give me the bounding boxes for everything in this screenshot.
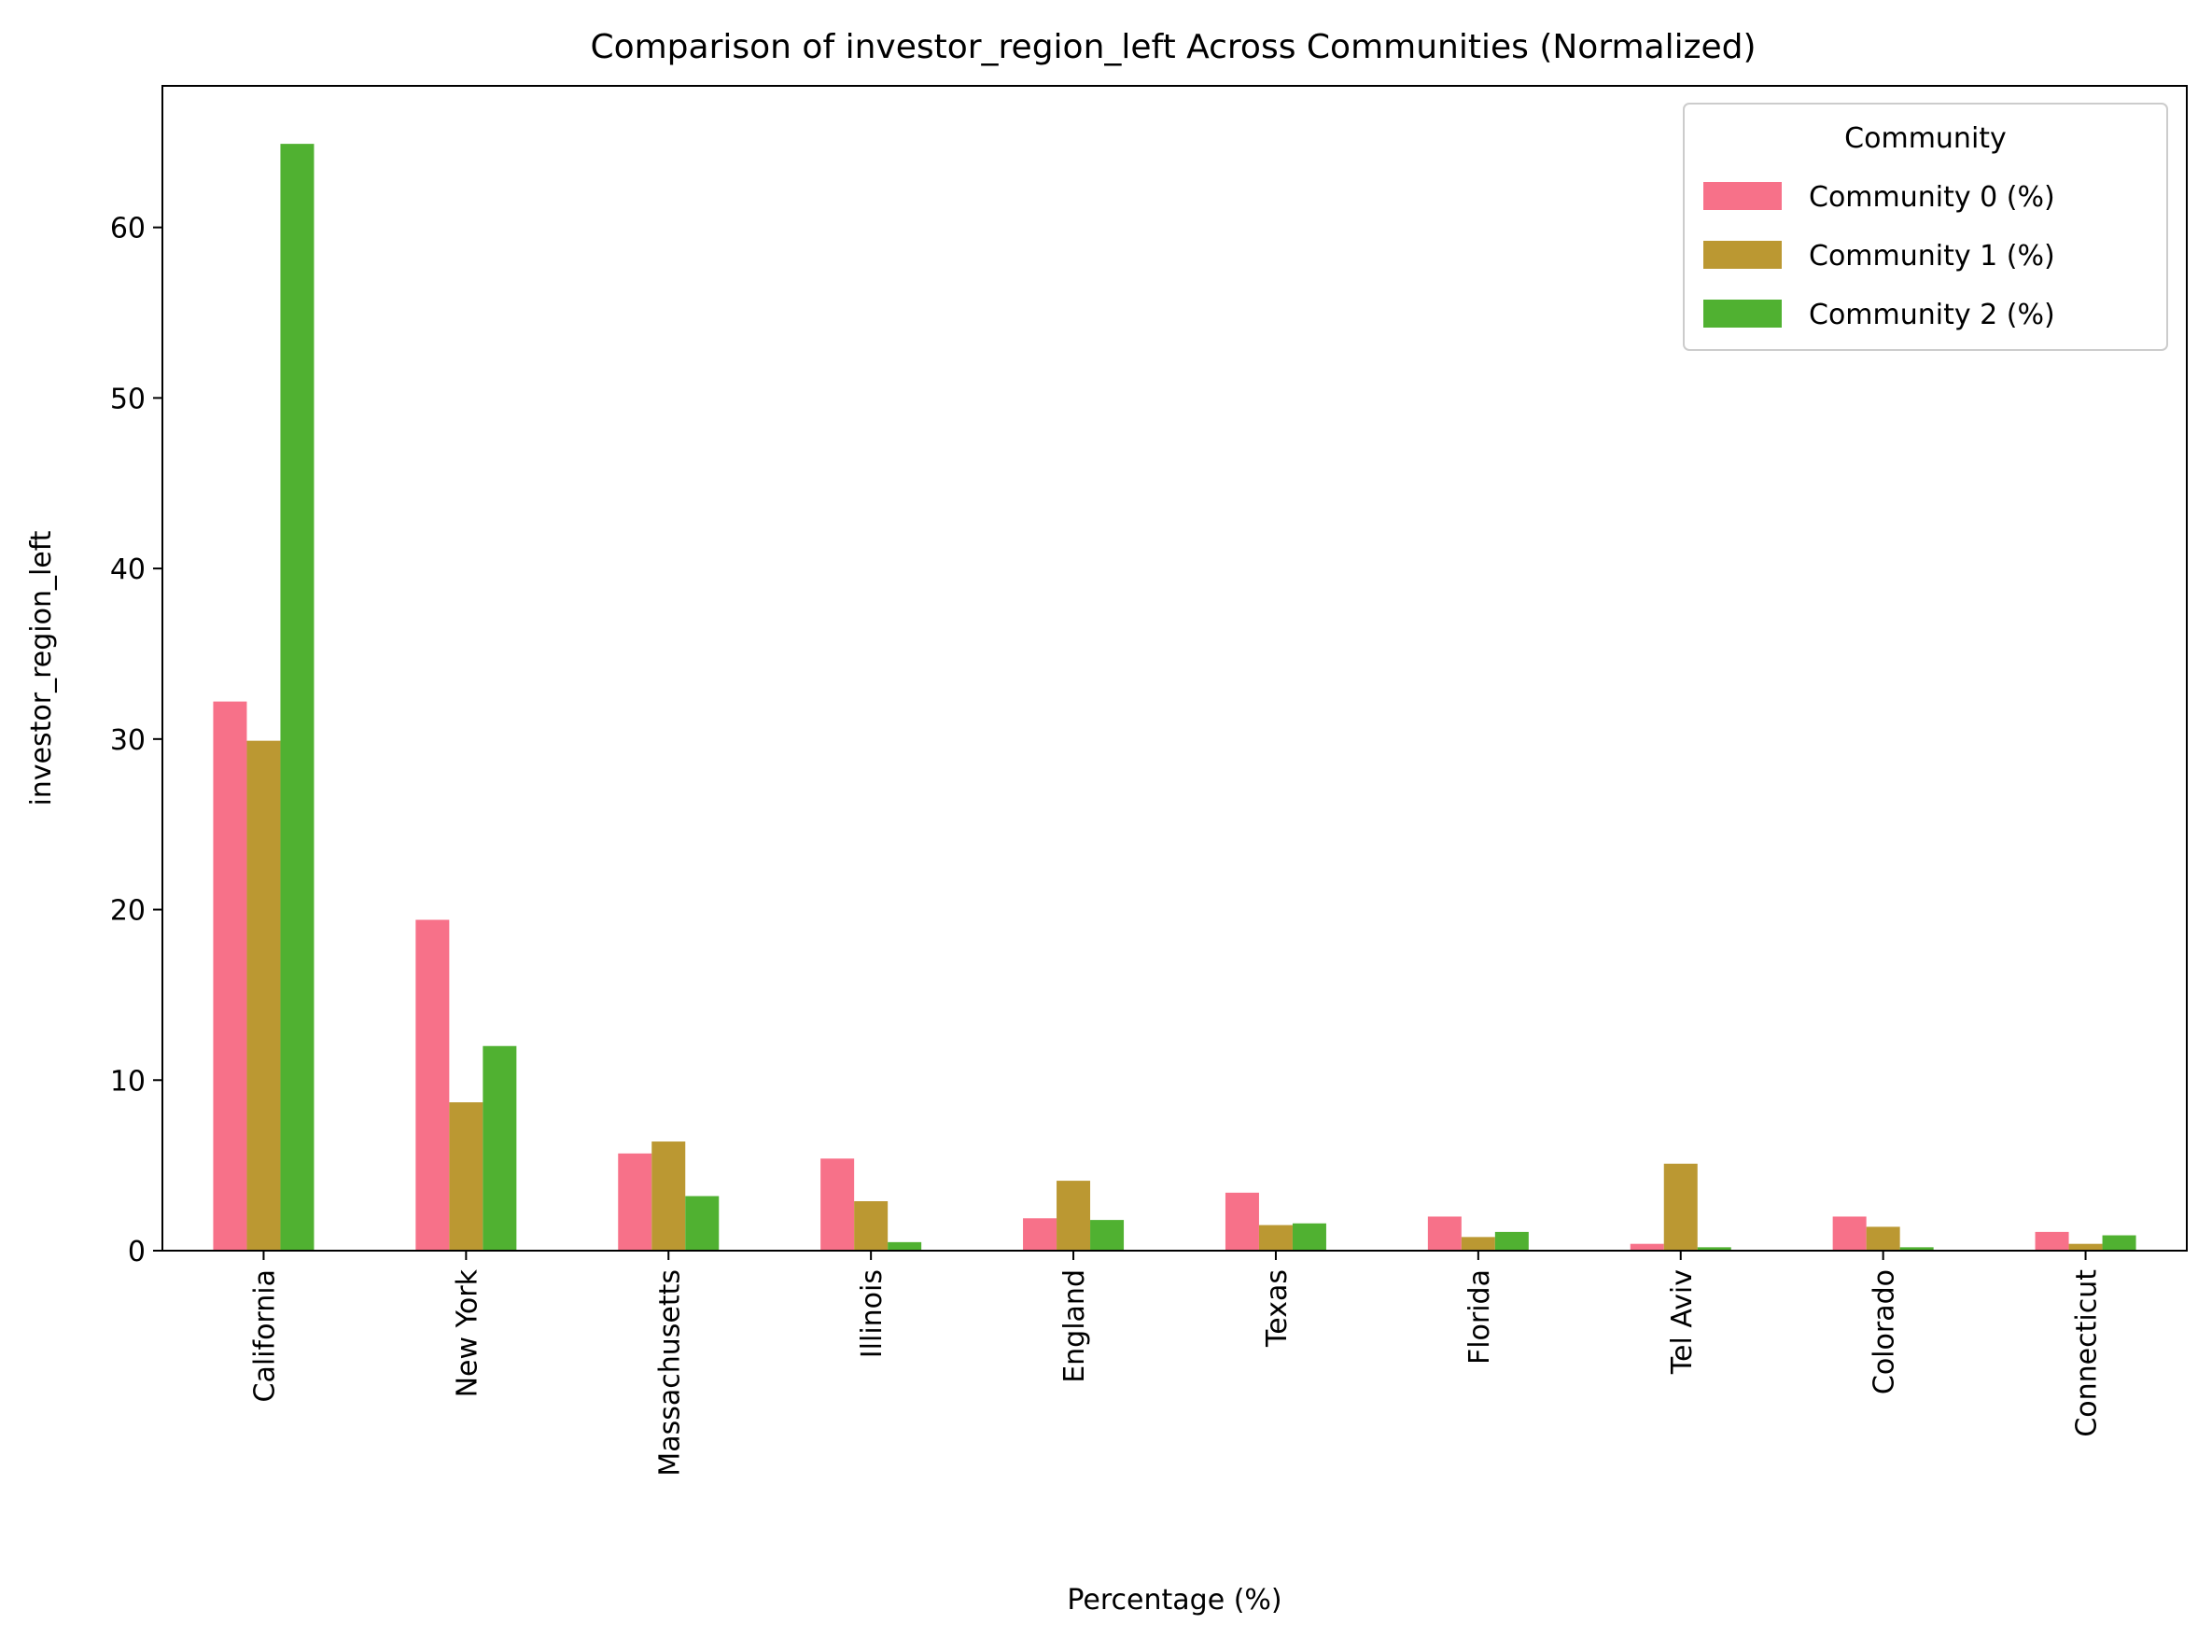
bar-florida-series-2	[1494, 1231, 1529, 1251]
x-tick-label-texas: Texas	[1261, 1269, 1294, 1348]
bar-california-series-0	[213, 701, 247, 1251]
bar-illinois-series-0	[820, 1158, 855, 1251]
legend-label-series-1: Community 1 (%)	[1809, 240, 2055, 273]
bar-connecticut-series-0	[2035, 1231, 2069, 1251]
bar-colorado-series-2	[1899, 1247, 1934, 1251]
bar-connecticut-series-2	[2102, 1235, 2136, 1251]
y-tick-label: 50	[110, 383, 146, 415]
bar-new-york-series-0	[415, 919, 450, 1251]
plot-frame	[161, 85, 2188, 1252]
y-tick-label: 40	[110, 553, 146, 586]
x-axis: California New York Massachusetts Illinois E…	[248, 1251, 2104, 1477]
x-tick-label-florida: Florida	[1463, 1269, 1496, 1365]
x-tick-label-illinois: Illinois	[856, 1269, 889, 1358]
bar-texas-series-0	[1225, 1192, 1259, 1251]
bar-california-series-1	[246, 740, 281, 1251]
bar-tel-aviv-series-1	[1663, 1163, 1698, 1251]
legend-label-series-2: Community 2 (%)	[1809, 299, 2055, 331]
bar-connecticut-series-1	[2068, 1243, 2103, 1251]
x-tick-label-tel-aviv: Tel Aviv	[1666, 1269, 1699, 1375]
x-tick-label-massachusetts: Massachusetts	[653, 1269, 686, 1477]
x-tick-label-england: England	[1058, 1269, 1091, 1383]
bar-new-york-series-1	[449, 1102, 483, 1251]
legend-swatch-series-0	[1703, 182, 1782, 210]
legend-swatch-series-2	[1703, 300, 1782, 328]
bar-tel-aviv-series-0	[1630, 1243, 1664, 1251]
legend-box	[1683, 103, 2168, 351]
bar-england-series-2	[1090, 1220, 1125, 1251]
x-tick-label-connecticut: Connecticut	[2071, 1269, 2104, 1437]
legend-swatch-series-1	[1703, 241, 1782, 269]
legend-label-series-0: Community 0 (%)	[1809, 181, 2055, 214]
legend: Community Community 0 (%) Community 1 (%) C…	[1683, 103, 2168, 351]
bar-england-series-0	[1023, 1218, 1057, 1251]
bar-florida-series-0	[1427, 1216, 1462, 1251]
bar-england-series-1	[1057, 1181, 1091, 1251]
bar-colorado-series-0	[1832, 1216, 1867, 1251]
bar-massachusetts-series-2	[685, 1196, 720, 1251]
y-tick-label: 60	[110, 213, 146, 245]
bar-illinois-series-2	[888, 1241, 922, 1251]
bar-massachusetts-series-0	[618, 1153, 652, 1251]
bar-illinois-series-1	[854, 1201, 889, 1251]
y-tick-label: 30	[110, 724, 146, 757]
x-tick-label-colorado: Colorado	[1869, 1269, 1901, 1394]
x-tick-label-california: California	[248, 1269, 281, 1402]
bar-california-series-2	[280, 144, 315, 1251]
bar-massachusetts-series-1	[651, 1141, 686, 1251]
y-axis: 0 10 20 30 40 50 60	[110, 213, 162, 1268]
bar-colorado-series-1	[1866, 1226, 1900, 1251]
bar-texas-series-1	[1258, 1225, 1293, 1251]
y-tick-label: 0	[128, 1236, 146, 1268]
y-tick-label: 20	[110, 895, 146, 928]
bar-florida-series-1	[1461, 1237, 1495, 1251]
x-tick-label-new-york: New York	[451, 1268, 483, 1397]
x-axis-label: Percentage (%)	[1067, 1584, 1281, 1617]
bar-tel-aviv-series-2	[1697, 1247, 1731, 1251]
legend-title: Community	[1844, 122, 2007, 155]
bar-new-york-series-2	[483, 1045, 517, 1251]
chart-title: Comparison of investor_region_left Acros…	[590, 28, 1756, 66]
y-axis-label: investor_region_left	[25, 530, 58, 805]
bar-texas-series-2	[1292, 1223, 1326, 1251]
y-tick-label: 10	[110, 1065, 146, 1098]
bars-layer	[213, 144, 2136, 1251]
